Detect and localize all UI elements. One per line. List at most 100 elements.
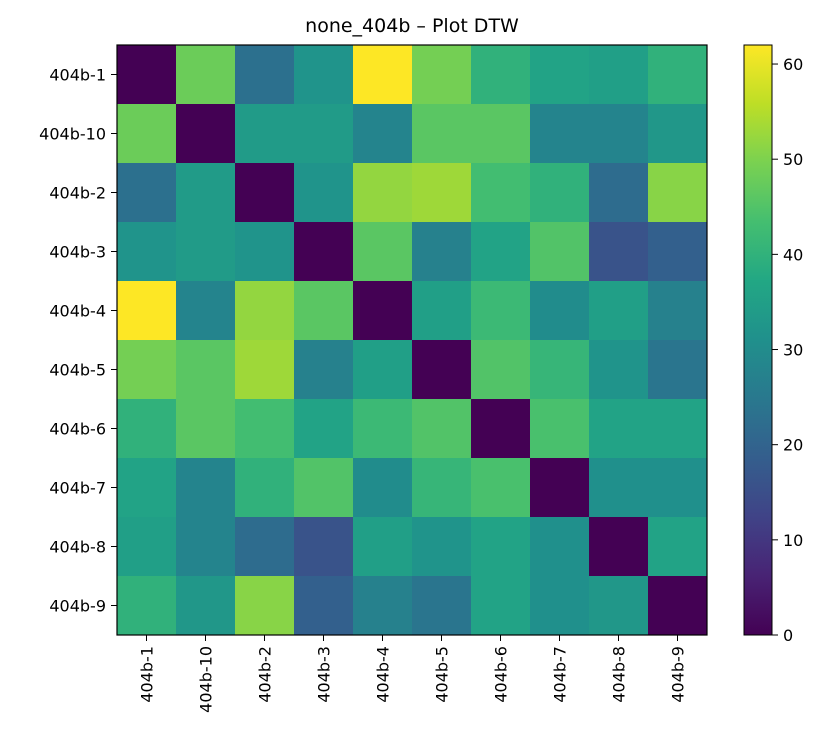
heatmap-cell <box>530 45 590 105</box>
heatmap-cell <box>648 281 708 341</box>
heatmap-cell <box>412 517 472 577</box>
heatmap-cell <box>353 340 413 400</box>
heatmap-cell <box>589 45 649 105</box>
heatmap-cell <box>530 222 590 282</box>
heatmap-cell <box>176 399 236 459</box>
heatmap-cell <box>117 281 177 341</box>
heatmap-cell <box>176 517 236 577</box>
heatmap-cell <box>294 517 354 577</box>
heatmap-cell <box>648 222 708 282</box>
heatmap-cell <box>235 163 295 223</box>
heatmap-cell <box>176 104 236 164</box>
heatmap-cell <box>412 399 472 459</box>
heatmap-cell <box>589 517 649 577</box>
heatmap-cell <box>235 399 295 459</box>
x-tick-label: 404b-10 <box>197 646 216 713</box>
heatmap-cell <box>530 104 590 164</box>
heatmap-cell <box>235 517 295 577</box>
heatmap-cell <box>353 163 413 223</box>
heatmap-cell <box>353 104 413 164</box>
heatmap-cell <box>117 576 177 636</box>
heatmap-cell <box>530 340 590 400</box>
x-tick-label: 404b-3 <box>315 646 334 703</box>
heatmap-cell <box>648 45 708 105</box>
heatmap-cell <box>294 399 354 459</box>
y-tick-label: 404b-5 <box>49 361 106 380</box>
y-tick-label: 404b-8 <box>49 538 106 557</box>
heatmap-cell <box>117 458 177 518</box>
y-tick-label: 404b-2 <box>49 184 106 203</box>
heatmap-cell <box>117 45 177 105</box>
heatmap-cell <box>117 163 177 223</box>
heatmap-cell <box>235 104 295 164</box>
heatmap-cell <box>294 576 354 636</box>
x-tick-label: 404b-4 <box>374 646 393 703</box>
heatmap-cell <box>589 222 649 282</box>
heatmap-cell <box>412 281 472 341</box>
heatmap-cell <box>235 340 295 400</box>
heatmap-cell <box>294 104 354 164</box>
heatmap-cell <box>589 458 649 518</box>
heatmap-cell <box>412 222 472 282</box>
heatmap-cell <box>530 399 590 459</box>
colorbar-tick-label: 20 <box>783 436 803 455</box>
heatmap-cell <box>648 163 708 223</box>
y-tick-label: 404b-6 <box>49 420 106 439</box>
heatmap-cell <box>235 45 295 105</box>
x-tick-label: 404b-7 <box>551 646 570 703</box>
heatmap-cell <box>471 281 531 341</box>
heatmap-cell <box>648 458 708 518</box>
colorbar-ticks: 0 10 20 30 40 50 60 <box>772 55 803 645</box>
heatmap-cell <box>412 45 472 105</box>
heatmap-cell <box>176 163 236 223</box>
colorbar-tick-label: 10 <box>783 531 803 550</box>
plot-frame <box>116 44 708 636</box>
heatmap-cell <box>412 340 472 400</box>
heatmap-cell <box>530 281 590 341</box>
x-tick-label: 404b-9 <box>669 646 688 703</box>
heatmap-cell <box>294 222 354 282</box>
heatmap-cell <box>353 576 413 636</box>
heatmap-cell <box>589 340 649 400</box>
heatmap-cell <box>471 222 531 282</box>
heatmap-cell <box>589 399 649 459</box>
y-tick-label: 404b-1 <box>49 66 106 85</box>
heatmap-cell <box>471 458 531 518</box>
heatmap-cell <box>235 576 295 636</box>
heatmap-cell <box>412 163 472 223</box>
heatmap-cell <box>353 517 413 577</box>
x-axis-ticks: 404b-1 404b-10 404b-2 404b-3 404b-4 404b-5 404… <box>138 635 688 713</box>
heatmap-cell <box>235 458 295 518</box>
heatmap-cell <box>235 222 295 282</box>
heatmap-cell <box>353 458 413 518</box>
heatmap-cell <box>176 458 236 518</box>
heatmap-cell <box>353 281 413 341</box>
heatmap-cell <box>176 281 236 341</box>
heatmap-cell <box>412 576 472 636</box>
heatmap-cell <box>294 163 354 223</box>
heatmap-cell <box>471 340 531 400</box>
heatmap-cells <box>117 45 708 636</box>
heatmap-cell <box>471 399 531 459</box>
y-tick-label: 404b-9 <box>49 597 106 616</box>
heatmap-cell <box>412 104 472 164</box>
heatmap-cell <box>648 340 708 400</box>
heatmap-cell <box>294 340 354 400</box>
heatmap-cell <box>117 104 177 164</box>
heatmap-cell <box>530 517 590 577</box>
heatmap-cell <box>648 517 708 577</box>
colorbar-tick-label: 60 <box>783 55 803 74</box>
heatmap-cell <box>176 576 236 636</box>
heatmap-cell <box>471 104 531 164</box>
colorbar-tick-label: 50 <box>783 150 803 169</box>
heatmap-cell <box>117 340 177 400</box>
heatmap-cell <box>294 458 354 518</box>
heatmap-cell <box>176 45 236 105</box>
heatmap-cell <box>589 576 649 636</box>
colorbar <box>743 44 773 636</box>
heatmap-cell <box>589 163 649 223</box>
x-tick-label: 404b-6 <box>492 646 511 703</box>
heatmap-cell <box>648 399 708 459</box>
heatmap-cell <box>530 163 590 223</box>
